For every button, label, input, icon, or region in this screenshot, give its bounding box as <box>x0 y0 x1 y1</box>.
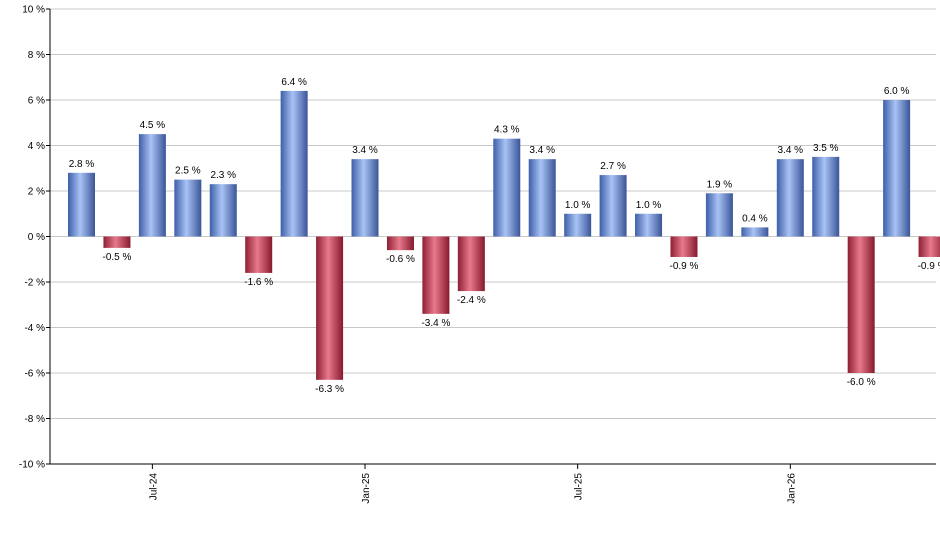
y-tick-label: 10 % <box>22 5 45 16</box>
bar <box>245 236 273 273</box>
bar-value-label: 3.4 % <box>778 145 804 156</box>
x-tick-label: Jul-24 <box>148 473 159 501</box>
bar-value-label: -0.5 % <box>102 252 131 263</box>
bar-value-label: 2.7 % <box>600 161 626 172</box>
bar <box>776 159 804 237</box>
bar-value-label: -0.9 % <box>918 261 940 272</box>
bar-value-label: -1.6 % <box>244 277 273 288</box>
y-tick-label: -8 % <box>24 414 45 425</box>
y-tick-label: 6 % <box>28 96 45 107</box>
bar <box>422 236 450 314</box>
y-tick-label: -6 % <box>24 369 45 380</box>
x-axis: Jul-24 Jan-25 Jul-25 Jan-26 <box>148 464 797 504</box>
y-axis: 10 % 8 % 6 % 4 % 2 % 0 % -2 % -4 % -6 % -8 % -10 % <box>19 5 936 471</box>
bar-value-label: 6.0 % <box>884 86 910 97</box>
bar <box>316 236 344 380</box>
bar <box>457 236 485 292</box>
bar-value-label: 1.9 % <box>707 179 733 190</box>
bar <box>493 138 521 237</box>
bar <box>883 100 911 237</box>
bar-value-label: -6.0 % <box>847 377 876 388</box>
y-tick-label: 8 % <box>28 50 45 61</box>
bar <box>635 213 663 237</box>
bar <box>68 172 95 237</box>
bar <box>812 156 840 237</box>
bar <box>351 159 379 237</box>
bar <box>280 90 308 237</box>
bar-value-label: 4.3 % <box>494 125 520 136</box>
bar-value-label: -3.4 % <box>421 318 450 329</box>
bar <box>564 213 592 237</box>
bar-value-label: 3.4 % <box>352 145 378 156</box>
bar <box>741 227 769 237</box>
y-tick-label: -10 % <box>19 460 45 471</box>
bar <box>386 236 414 251</box>
x-tick-label: Jul-25 <box>574 473 585 501</box>
bar-value-label: 3.4 % <box>529 145 555 156</box>
bar-value-label: 3.5 % <box>813 143 839 154</box>
bar-value-label: 2.3 % <box>210 170 236 181</box>
bar <box>705 193 733 237</box>
bar <box>599 175 627 237</box>
bar-value-label: 0.4 % <box>742 213 768 224</box>
bar <box>670 236 698 257</box>
bar <box>103 236 131 248</box>
bar-value-label: 6.4 % <box>281 77 307 88</box>
bar-value-label: -6.3 % <box>315 384 344 395</box>
bar-value-label: 4.5 % <box>140 120 166 131</box>
bar-labels: 2.8 % -0.5 % 4.5 % 2.5 % 2.3 % -1.6 % 6.4 % -6.… <box>69 77 940 395</box>
bar <box>918 236 940 257</box>
bar <box>528 159 556 237</box>
bar <box>138 134 166 237</box>
y-tick-label: 0 % <box>28 232 45 243</box>
bar-value-label: 1.0 % <box>636 200 662 211</box>
bar-value-label: 2.8 % <box>69 159 95 170</box>
bar-value-label: -0.6 % <box>386 254 415 265</box>
bar-value-label: -2.4 % <box>457 295 486 306</box>
y-tick-label: 4 % <box>28 141 45 152</box>
x-tick-label: Jan-25 <box>361 473 372 504</box>
bar <box>209 184 237 237</box>
bar-value-label: -0.9 % <box>670 261 699 272</box>
y-tick-label: -2 % <box>24 278 45 289</box>
x-tick-label: Jan-26 <box>786 473 797 504</box>
bars <box>68 90 940 380</box>
bar <box>174 179 202 237</box>
bar <box>847 236 875 373</box>
y-tick-label: -4 % <box>24 323 45 334</box>
bar-value-label: 2.5 % <box>175 166 201 177</box>
y-tick-label: 2 % <box>28 187 45 198</box>
bar-value-label: 1.0 % <box>565 200 591 211</box>
